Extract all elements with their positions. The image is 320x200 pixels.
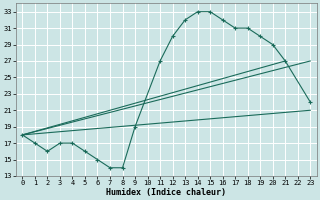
X-axis label: Humidex (Indice chaleur): Humidex (Indice chaleur) xyxy=(106,188,226,197)
